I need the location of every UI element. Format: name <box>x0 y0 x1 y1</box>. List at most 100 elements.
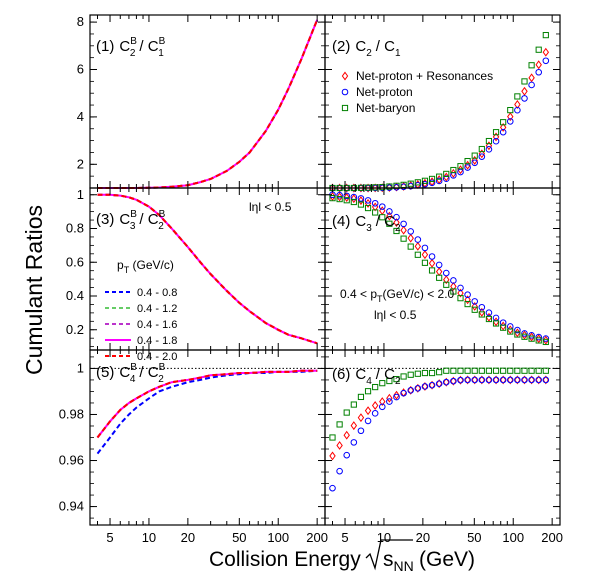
panel-title-6: (6) C4/ C2 <box>332 366 401 387</box>
data-point-p4 <box>542 338 549 346</box>
data-point-p6 <box>457 375 464 385</box>
eta-cut-label-top: lηl < 0.5 <box>249 200 292 214</box>
data-point-p2 <box>414 179 421 186</box>
line-legend: pT (GeV/c) 0.4 - 0.8 0.4 - 1.2 0.4 - 1.6… <box>105 258 177 363</box>
data-point-p6 <box>393 393 400 401</box>
legend-line-label-4: 0.4 - 1.8 <box>137 335 177 347</box>
x-tick-label-p6: 100 <box>502 530 524 545</box>
panel-title-4: (4) C3/ C2 <box>332 213 401 234</box>
data-point-p6 <box>343 430 350 440</box>
data-point-p2 <box>471 155 478 165</box>
data-point-p2 <box>464 164 471 171</box>
data-point-p2 <box>542 32 549 39</box>
data-point-p6 <box>400 389 407 397</box>
y-tick-label-p1: 6 <box>77 62 84 77</box>
x-tick-label-p5: 10 <box>142 530 156 545</box>
data-point-p2 <box>514 93 521 100</box>
data-point-p2 <box>535 68 543 76</box>
data-point-p4 <box>350 194 358 204</box>
panel-frames <box>89 14 561 526</box>
data-point-p6 <box>499 375 507 385</box>
data-point-p4 <box>350 198 357 206</box>
data-point-p6 <box>379 397 386 407</box>
data-point-p4 <box>407 243 414 250</box>
data-point-p2 <box>443 170 450 178</box>
data-point-p2 <box>492 137 500 145</box>
data-point-p6 <box>393 375 400 383</box>
data-point-p2 <box>521 78 528 85</box>
data-point-p4 <box>421 259 429 266</box>
data-point-p6 <box>400 373 407 380</box>
data-point-p6 <box>421 383 429 390</box>
data-point-p4 <box>500 324 507 331</box>
data-point-p6 <box>407 385 414 395</box>
data-point-p6 <box>435 379 443 389</box>
data-point-p6 <box>542 376 550 384</box>
data-point-p6 <box>450 376 457 386</box>
data-point-p6 <box>407 387 415 394</box>
data-point-p4 <box>386 211 393 221</box>
data-point-p4 <box>499 321 507 331</box>
data-point-p6 <box>464 367 471 374</box>
y-tick-label-p3: 0.6 <box>66 254 84 269</box>
data-point-p4 <box>492 317 500 327</box>
data-point-p4 <box>414 241 422 251</box>
series-line-p5 <box>96 369 318 439</box>
data-point-p2 <box>393 182 400 192</box>
y-tick-label-p1: 2 <box>77 156 84 171</box>
data-point-p6 <box>343 451 351 459</box>
data-point-p6 <box>371 410 379 417</box>
data-point-p6 <box>499 376 507 384</box>
marker-legend: Net-proton + Resonances Net-proton Net-b… <box>341 69 493 115</box>
data-point-p6 <box>457 367 464 374</box>
data-point-p6 <box>478 375 486 385</box>
x-tick-label-p5: 20 <box>181 530 195 545</box>
series-line-p1 <box>97 19 319 189</box>
data-point-p2 <box>485 146 493 153</box>
legend-label-np: Net-proton <box>356 85 413 99</box>
data-point-p6 <box>471 376 479 384</box>
data-point-p4 <box>372 209 379 216</box>
x-tick-label-p6: 5 <box>341 530 348 545</box>
data-point-p6 <box>492 375 500 385</box>
data-point-p6 <box>428 381 436 389</box>
data-point-p4 <box>514 326 521 334</box>
data-point-p6 <box>414 370 421 377</box>
data-point-p2 <box>521 86 528 96</box>
data-point-p2 <box>521 95 528 102</box>
x-axis-title-unit: (GeV) <box>419 548 475 571</box>
data-point-p4 <box>407 233 414 243</box>
data-point-p4 <box>428 258 436 268</box>
data-point-p4 <box>478 307 486 317</box>
y-tick-label-p3: 1 <box>77 187 84 202</box>
data-point-p2 <box>471 159 479 167</box>
data-point-p6 <box>464 375 471 385</box>
data-point-p2 <box>542 57 550 65</box>
data-point-p6 <box>357 393 365 401</box>
y-tick-label-p1: 4 <box>77 109 84 124</box>
data-point-p4 <box>514 331 521 338</box>
data-point-p2 <box>471 152 478 159</box>
data-point-p6 <box>521 367 528 374</box>
data-point-p6 <box>528 367 535 374</box>
data-point-p2 <box>528 73 535 83</box>
data-point-p6 <box>514 367 521 374</box>
data-point-p6 <box>542 367 549 374</box>
data-point-p2 <box>499 122 507 132</box>
data-point-p2 <box>428 175 436 183</box>
data-point-p2 <box>379 184 386 191</box>
data-point-p4 <box>400 225 407 235</box>
data-point-p2 <box>371 183 379 193</box>
data-point-p6 <box>500 367 507 374</box>
data-point-p6 <box>386 398 393 405</box>
data-point-p4 <box>428 253 436 260</box>
data-point-p6 <box>450 377 457 385</box>
data-point-p6 <box>421 369 429 377</box>
data-point-p6 <box>336 441 343 450</box>
data-point-p2 <box>357 183 365 193</box>
data-point-p2 <box>507 112 514 122</box>
data-point-p6 <box>350 439 358 446</box>
data-point-p2 <box>499 128 507 136</box>
data-point-p4 <box>421 250 429 260</box>
data-point-p4 <box>343 193 350 203</box>
